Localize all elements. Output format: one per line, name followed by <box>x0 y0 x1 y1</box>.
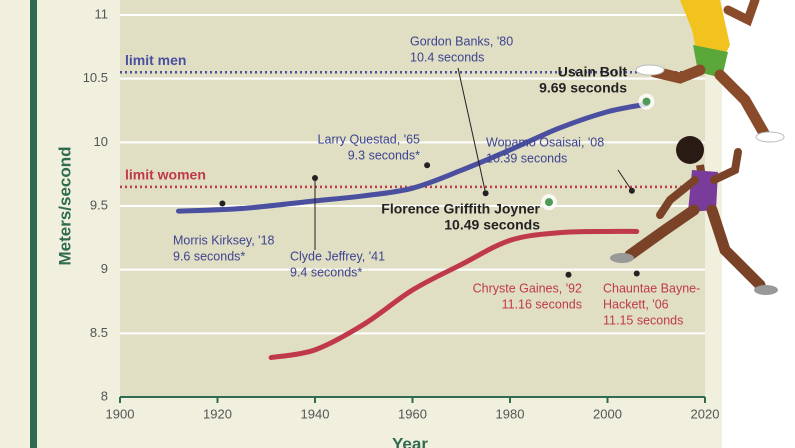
y-axis-title: Meters/second <box>55 146 74 265</box>
annotation-point <box>424 162 431 169</box>
series-line <box>268 228 640 361</box>
runner-woman <box>610 136 778 295</box>
annotation-label: Clyde Jeffrey, '41 <box>290 249 385 263</box>
x-tick-label: 1900 <box>106 406 135 421</box>
side-strip <box>30 0 37 448</box>
grid: 8 8.5 9 9.5 10 10.5 11 1900 1920 1940 1960 1980 2000… <box>83 6 720 421</box>
x-tick-label: 2020 <box>691 406 720 421</box>
annotation-point <box>482 190 489 197</box>
y-tick-label: 10.5 <box>83 70 108 85</box>
highlight-point <box>642 97 651 106</box>
highlight-label: 10.49 seconds <box>444 217 540 233</box>
x-tick-label: 1980 <box>496 406 525 421</box>
y-tick-label: 10 <box>94 134 108 149</box>
highlight-label: 9.69 seconds <box>539 80 627 96</box>
x-tick-label: 1960 <box>398 406 427 421</box>
annotation-label: Chryste Gaines, '92 <box>473 281 582 295</box>
leader-line <box>617 169 633 191</box>
annotation-label: Wopamo Osaisai, '08 <box>486 135 604 149</box>
runner-man <box>635 0 785 143</box>
leader-line <box>457 67 487 194</box>
series-line <box>176 101 649 214</box>
x-axis-title: Year <box>392 434 428 448</box>
annotation-label: 10.39 seconds <box>486 151 567 165</box>
highlight-label: Florence Griffith Joyner <box>381 201 540 217</box>
x-tick-label: 1940 <box>301 406 330 421</box>
annotation-point <box>219 200 226 207</box>
y-tick-label: 9.5 <box>90 197 108 212</box>
annotation-point <box>628 187 635 194</box>
annotation-label: Larry Questad, '65 <box>318 132 420 146</box>
highlight-label: Usain Bolt <box>558 64 628 80</box>
y-tick-label: 8 <box>101 388 108 403</box>
annotation-label: Chauntae Bayne- <box>603 281 700 295</box>
x-tick-label: 1920 <box>203 406 232 421</box>
annotation-label: Hackett, '06 <box>603 297 669 311</box>
annotation-label: Gordon Banks, '80 <box>410 34 513 48</box>
annotation-label: 9.3 seconds* <box>348 148 420 162</box>
highlight-point <box>545 198 553 207</box>
annotation-point <box>633 270 640 277</box>
annotation-label: 9.6 seconds* <box>173 249 245 263</box>
annotation-label: Morris Kirksey, '18 <box>173 233 275 247</box>
annotation-point <box>312 174 318 181</box>
marks: limit men limit women Morris Kirksey, '18 9… <box>120 34 705 361</box>
y-tick-label: 9 <box>101 261 108 276</box>
annotation-label: 10.4 seconds <box>410 50 484 64</box>
annotation-label: 9.4 seconds* <box>290 265 362 279</box>
annotation-label: 11.15 seconds <box>603 313 683 327</box>
y-tick-label: 8.5 <box>90 325 108 340</box>
annotation-label: 11.16 seconds <box>502 297 582 311</box>
plot-area <box>120 0 705 397</box>
limit-label: limit men <box>125 52 186 68</box>
limit-label: limit women <box>125 167 206 183</box>
y-tick-label: 11 <box>95 6 109 21</box>
annotation-point <box>565 271 572 278</box>
x-tick-label: 2000 <box>593 406 622 421</box>
